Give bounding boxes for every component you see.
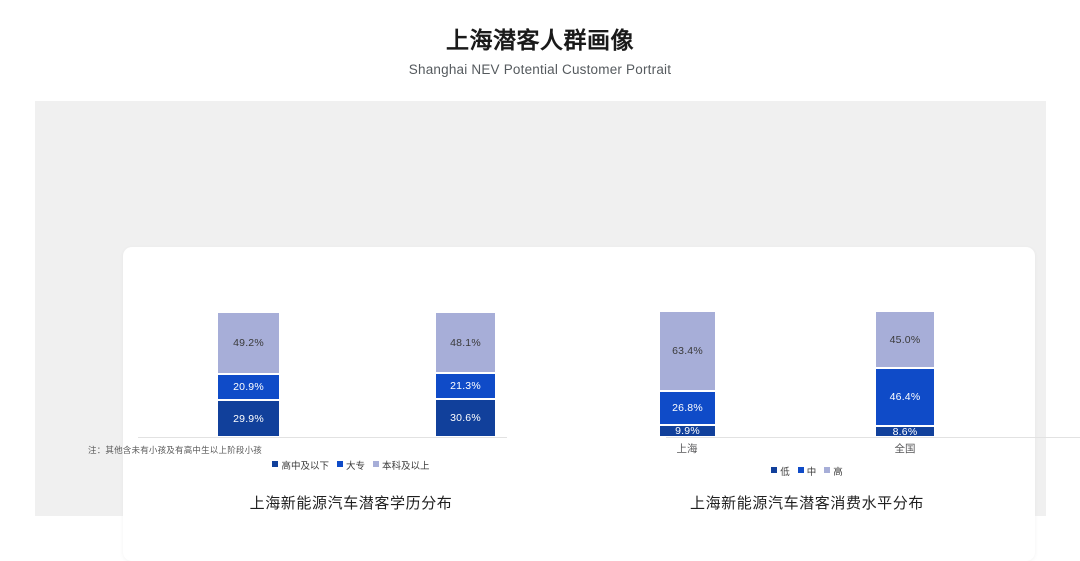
legend-item[interactable]: 高中及以下 [272,458,329,472]
legend-item[interactable]: 高 [824,464,843,478]
axis-line [666,437,1080,438]
legend-item[interactable]: 低 [771,464,790,478]
plot-area-education: 49.2% 20.9% 29.9% 48.1% 21.3% [123,247,579,437]
segment-high[interactable]: 63.4% [659,311,716,391]
segment-mid[interactable]: 26.8% [659,391,716,425]
chart-education: 49.2% 20.9% 29.9% 48.1% 21.3% [123,247,579,561]
page-title: 上海潜客人群画像 [446,27,634,53]
segment-high[interactable]: 49.2% [217,312,280,374]
page-subtitle: Shanghai NEV Potential Customer Portrait [408,61,672,77]
table-row[interactable]: 48.1% 21.3% 30.6% [435,312,496,437]
legend-education: 高中及以下 大专 本科及以上 [123,458,579,472]
legend-swatch-icon [771,467,778,473]
legend-item[interactable]: 本科及以上 [373,458,430,472]
segment-mid[interactable]: 20.9% [217,374,280,400]
segment-low[interactable]: 30.6% [435,399,496,437]
legend-swatch-icon [373,461,379,467]
legend-item[interactable]: 中 [797,464,816,478]
legend-swatch-icon [272,461,279,467]
segment-low[interactable]: 8.6% [875,426,935,438]
plot-area-consumption: 63.4% 26.8% 9.9% 45.0% 46.4% [579,247,1035,438]
category-label-shanghai: 上海 [676,443,698,455]
segment-low[interactable]: 29.9% [217,400,280,437]
axis-line [138,437,507,438]
legend-swatch-icon [824,467,831,473]
table-row[interactable]: 49.2% 20.9% 29.9% [217,312,280,437]
legend-consumption: 低 中 高 [579,464,1035,478]
segment-mid[interactable]: 21.3% [435,373,496,399]
segment-high[interactable]: 45.0% [875,311,935,368]
legend-swatch-icon [336,461,343,467]
table-row[interactable]: 63.4% 26.8% 9.9% [659,311,716,437]
outer-panel: 49.2% 20.9% 29.9% 48.1% 21.3% [35,101,1080,561]
category-label-national: 全国 [894,443,916,455]
footnote: 注：其他含未有小孩及有高中生以上阶段小孩 [88,445,263,455]
chart-caption-education: 上海新能源汽车潜客学历分布 [249,495,453,512]
legend-swatch-icon [797,467,804,473]
chart-consumption: 63.4% 26.8% 9.9% 45.0% 46.4% [579,247,1080,561]
table-row[interactable]: 45.0% 46.4% 8.6% [875,311,935,438]
legend-item[interactable]: 大专 [336,458,365,472]
page-header: 上海潜客人群画像 Shanghai NEV Potential Customer… [0,0,1080,77]
charts-card: 49.2% 20.9% 29.9% 48.1% 21.3% [123,247,1080,561]
chart-caption-consumption: 上海新能源汽车潜客消费水平分布 [689,495,924,512]
segment-mid[interactable]: 46.4% [875,368,935,426]
segment-high[interactable]: 48.1% [435,312,496,373]
segment-low[interactable]: 9.9% [659,425,716,437]
